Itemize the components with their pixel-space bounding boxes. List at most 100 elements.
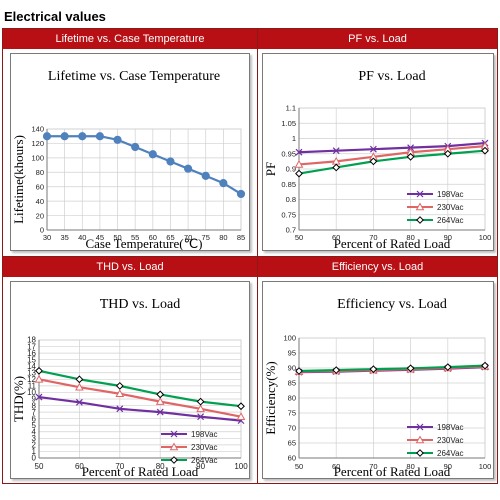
data-point	[75, 398, 83, 406]
efficiency-chart: Efficiency vs. Load 60 65 70 75 80 85 90 95 100 50…	[263, 297, 491, 478]
y-tick-label: 1.05	[281, 119, 296, 128]
y-tick-label: 13	[27, 368, 36, 377]
y-axis-label: Lifetime(khours)	[11, 135, 26, 224]
y-tick-label: 18	[27, 336, 36, 345]
x-tick-label: 85	[237, 233, 245, 242]
legend-marker	[170, 456, 178, 464]
x-tick-label: 45	[96, 233, 104, 242]
x-tick-label: 50	[35, 462, 44, 471]
y-tick-label: 14	[27, 362, 36, 371]
y-tick-label: 100	[283, 334, 296, 343]
series-line	[298, 149, 486, 175]
series-line	[38, 395, 242, 422]
y-tick-label: 80	[36, 168, 44, 177]
x-axis-label: Percent of Rated Load	[334, 236, 451, 250]
y-tick-label: 60	[288, 454, 296, 463]
data-point	[481, 146, 489, 155]
y-tick-label: 0	[40, 226, 44, 235]
y-tick-label: 120	[31, 139, 44, 148]
page-heading: Electrical values	[4, 9, 106, 24]
y-tick-label: 0.7	[286, 226, 296, 235]
lifetime-panel-header: Lifetime vs. Case Temperature	[3, 29, 257, 49]
x-tick-label: 50	[295, 462, 303, 471]
y-tick-label: 0.9	[286, 165, 296, 174]
legend-label: 264Vac	[437, 449, 464, 458]
data-point	[369, 145, 377, 153]
data-point	[236, 189, 246, 199]
data-point	[34, 374, 44, 383]
y-tick-label: 140	[31, 125, 44, 134]
data-point	[60, 132, 69, 141]
data-point	[95, 132, 105, 141]
data-point	[78, 132, 87, 141]
y-tick-label: 75	[288, 409, 296, 418]
plot-area	[46, 128, 242, 231]
data-point	[295, 367, 303, 375]
data-point	[166, 157, 175, 166]
x-axis-label: Percent of Rated Load	[334, 464, 451, 478]
legend-label: 198Vac	[437, 423, 464, 432]
series-198vac	[35, 393, 245, 425]
legend-label: 198Vac	[437, 190, 464, 199]
x-tick-label: 40	[78, 233, 86, 242]
x-tick-label: 70	[369, 233, 377, 242]
series-line	[298, 364, 486, 373]
legend-marker	[415, 435, 425, 444]
data-point	[156, 408, 164, 416]
y-tick-label: 70	[288, 424, 296, 433]
y-tick-label: 15	[27, 355, 36, 364]
y-tick-label: 0	[32, 454, 37, 463]
x-tick-label: 90	[196, 462, 205, 471]
data-point	[332, 147, 340, 155]
chart-title: Lifetime vs. Case Temperature	[48, 69, 220, 84]
legend-label: 198Vac	[191, 430, 218, 439]
x-tick-label: 100	[234, 462, 248, 471]
y-tick-label: 5	[32, 421, 37, 430]
x-tick-label: 60	[149, 233, 157, 242]
data-point	[236, 412, 246, 420]
y-tick-label: 10	[27, 388, 36, 397]
x-tick-label: 50	[113, 233, 121, 242]
legend-marker	[416, 449, 424, 457]
y-tick-label: 2	[32, 441, 37, 450]
series-264vac	[295, 146, 489, 178]
x-tick-label: 70	[184, 233, 192, 242]
data-point	[295, 169, 303, 178]
data-point	[443, 363, 452, 372]
legend-marker	[415, 202, 425, 211]
series-264vac	[295, 361, 489, 375]
legend: 198Vac 230Vac 264Vac	[407, 190, 464, 225]
series-line	[38, 369, 242, 408]
x-tick-label: 80	[156, 462, 165, 471]
data-point	[196, 397, 205, 406]
data-point	[156, 390, 165, 399]
x-tick-label: 80	[406, 462, 414, 471]
data-point	[131, 142, 140, 152]
legend-label: 264Vac	[191, 456, 218, 465]
chart-title: Efficiency vs. Load	[337, 297, 447, 312]
legend: 198Vac 230Vac 264Vac	[407, 423, 464, 458]
x-tick-label: 60	[332, 233, 340, 242]
data-point	[407, 144, 415, 152]
pf-chart-frame: PF vs. Load 0.7 0.75 0.8 0.85 0.9 0.95 1 1.05 1.1…	[262, 53, 494, 251]
y-tick-label: 0.8	[286, 195, 296, 204]
data-point	[115, 381, 124, 390]
data-point	[116, 405, 124, 413]
legend-label: 264Vac	[437, 216, 464, 225]
legend-label: 230Vac	[437, 436, 464, 445]
x-tick-label: 30	[43, 233, 51, 242]
y-tick-label: 0.95	[281, 149, 296, 158]
x-tick-label: 65	[166, 233, 174, 242]
efficiency-panel: Efficiency vs. Load Efficiency vs. Load 6…	[258, 257, 497, 483]
y-tick-label: 16	[27, 349, 36, 358]
y-tick-label: 60	[36, 182, 44, 191]
pf-chart: PF vs. Load 0.7 0.75 0.8 0.85 0.9 0.95 1 1.05 1.1…	[263, 69, 491, 250]
x-tick-label: 55	[131, 233, 139, 242]
efficiency-panel-header: Efficiency vs. Load	[258, 257, 497, 277]
legend: 198Vac 230Vac 264Vac	[161, 430, 218, 465]
thd-panel: THD vs. Load THD vs. Load 0 1 2 3 4 5 6 7 8 9 10 11 1…	[3, 257, 258, 483]
data-point	[369, 365, 378, 374]
y-tick-label: 6	[32, 414, 37, 423]
data-point	[332, 163, 341, 172]
legend-marker	[416, 423, 424, 431]
